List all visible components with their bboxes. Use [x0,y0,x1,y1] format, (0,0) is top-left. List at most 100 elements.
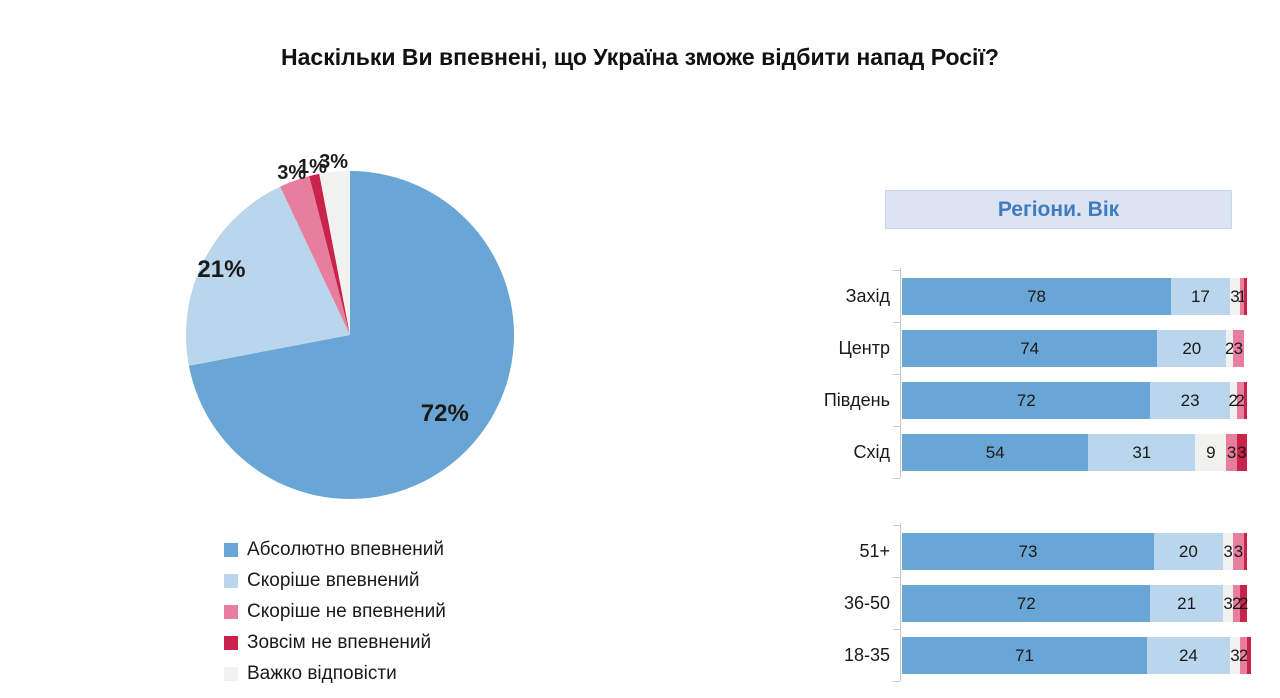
bar-row: Центр 74 20 2 3 [790,322,1270,374]
legend-item: Важко відповісти [224,658,446,689]
bar-value-label: 73 [1018,541,1038,561]
bar-segment: 21 [1150,584,1223,622]
legend-swatch [224,542,238,557]
bar-value-label: 1 [1237,286,1247,306]
bar-value-label: 3 [1237,442,1247,462]
bar-value-label: 9 [1206,442,1216,462]
legend-swatch [224,635,238,650]
bar-segment: 20 [1157,329,1227,367]
bar-value-label: 2 [1238,645,1249,665]
bar-row: Захід 78 17 3 1 [790,270,1270,322]
bar-row: Південь 72 23 2 2 [790,374,1270,426]
bar-group: 51+ 73 20 3 3 36-50 72 21 3 2 2 18-35 71 24 3 2 [790,523,1270,682]
stacked-bar-chart: Захід 78 17 3 1 Центр 74 20 2 3 Південь 72 23 2 2 Схід 5… [790,268,1270,682]
bar-segment: 31 [1088,433,1196,471]
bar-value-label: 23 [1180,390,1200,410]
legend-item: Скоріше не впевнений [224,596,446,627]
bar-value-label: 71 [1015,645,1034,665]
bar-segment: 1 [1237,277,1247,315]
category-axis-line [900,268,901,478]
bar-segment: 9 [1195,433,1227,471]
bar-value-label: 17 [1190,286,1210,306]
bar-row: 51+ 73 20 3 3 [790,525,1270,577]
bar-value-label: 2 [1238,593,1249,613]
bar-row: Схід 54 31 9 3 3 [790,426,1270,478]
bar-segment: 72 [902,584,1151,622]
stacked-bar: 74 20 2 3 [900,329,1244,367]
bar-segment: 3 [1229,277,1241,315]
bar-segment: 54 [902,433,1089,471]
category-label: Центр [838,337,890,358]
bar-value-label: 3 [1230,645,1240,665]
bar-value-label: 20 [1182,338,1202,358]
bar-segment: 3 [1233,532,1244,570]
pie-slice [280,176,350,335]
bar-segment [1243,532,1248,570]
chart-title: Наскільки Ви впевнені, що Україна зможе … [281,44,999,70]
bar-segment: 71 [902,636,1147,674]
category-axis-line [900,523,901,681]
bar-segment: 73 [902,532,1154,570]
axis-tick [893,269,900,271]
legend-label: Скоріше не впевнений [247,600,446,622]
pie-slice [188,171,514,500]
legend-label: Зовсім не впевнений [247,631,432,653]
bar-segment: 23 [1150,381,1230,419]
category-label: Південь [823,389,890,410]
legend-label: Скоріше впевнений [247,569,420,591]
legend-label: Абсолютно впевнений [247,538,444,560]
pie-slice-label: 1% [298,156,327,178]
bar-segment: 3 [1222,532,1234,570]
pie-chart-svg: 72% 21% 3%1%3% [185,151,514,500]
bar-row: 36-50 72 21 3 2 2 [790,577,1270,629]
bar-value-label: 3 [1226,442,1237,462]
legend-swatch [224,666,238,681]
axis-tick [893,425,900,427]
bar-value-label: 54 [985,442,1005,462]
category-label: Схід [853,441,890,462]
stacked-bar: 71 24 3 2 [900,636,1251,674]
bar-segment: 24 [1147,636,1230,674]
bar-value-label: 3 [1233,338,1244,358]
bar-value-label: 2 [1235,390,1245,410]
axis-tick [893,628,900,630]
category-label: 18-35 [843,644,890,665]
stacked-bar: 72 21 3 2 2 [900,584,1249,622]
bar-value-label: 3 [1223,593,1233,613]
bar-value-label: 74 [1020,338,1040,358]
axis-tick [893,477,900,479]
bar-segment: 2 [1232,584,1241,622]
bar-value-label: 31 [1132,442,1152,462]
pie-chart: 72% 21% 3% 1% 3% [165,150,535,520]
stacked-bar: 54 31 9 3 3 [900,433,1248,471]
bar-value-label: 3 [1233,541,1244,561]
pie-slice [319,170,350,335]
panel-header: Регіони. Вік [885,190,1232,229]
bar-segment: 2 [1238,636,1249,674]
stacked-bar: 72 23 2 2 [900,381,1248,419]
bar-segment: 3 [1236,433,1248,471]
pie-slice [309,173,350,335]
bar-value-label: 3 [1223,541,1233,561]
bar-segment [1247,636,1251,674]
bar-segment: 78 [902,277,1172,315]
bar-value-label: 2 [1228,390,1238,410]
legend-item: Зовсім не впевнений [224,627,446,658]
category-label: 51+ [859,540,890,561]
bar-value-label: 20 [1178,541,1198,561]
bar-segment: 74 [902,329,1158,367]
pie-legend: Абсолютно впевнений Скоріше впевнений Скор… [224,534,446,689]
pie-slice-label: 21% [197,256,245,283]
bar-value-label: 24 [1178,645,1198,665]
bar-segment: 2 [1228,381,1238,419]
pie-slice-label: 72% [421,400,469,427]
bar-row: 18-35 71 24 3 2 [790,629,1270,681]
category-label: 36-50 [843,592,890,613]
bar-segment: 72 [902,381,1151,419]
axis-tick [893,576,900,578]
legend-swatch [224,604,238,619]
axis-tick [893,373,900,375]
bar-segment [1243,277,1248,315]
legend-swatch [224,573,238,588]
